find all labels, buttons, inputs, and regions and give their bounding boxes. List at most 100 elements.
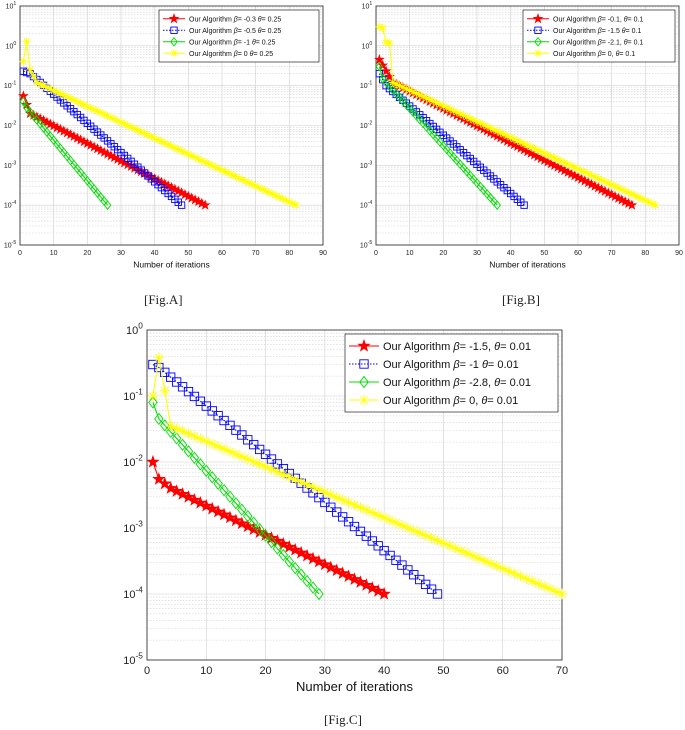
data-point: [520, 139, 529, 148]
legend-box: [158, 9, 320, 63]
data-point: [195, 458, 206, 471]
data-point: [207, 161, 216, 170]
data-point: [177, 201, 186, 209]
data-point: [308, 581, 318, 594]
data-point: [276, 537, 291, 550]
data-point: [367, 507, 378, 518]
data-point: [123, 121, 132, 130]
data-point: [301, 479, 313, 490]
data-point: [171, 377, 182, 387]
data-point: [506, 133, 515, 142]
data-point: [159, 385, 171, 397]
y-tick-label: 10-3: [360, 160, 373, 170]
data-point: [148, 359, 158, 370]
data-point: [651, 201, 660, 210]
data-point: [264, 531, 279, 544]
series-3: [148, 396, 324, 601]
data-point: [435, 100, 444, 109]
data-point: [473, 553, 485, 564]
data-point: [184, 150, 193, 159]
data-point: [355, 502, 366, 513]
data-point: [140, 129, 149, 138]
data-point: [166, 372, 176, 382]
data-point: [225, 490, 235, 503]
x-tick-label: 60: [218, 250, 226, 257]
data-point: [113, 116, 122, 125]
data-point: [397, 560, 407, 570]
data-point: [590, 172, 599, 181]
data-point: [319, 486, 331, 498]
axes-box: [19, 5, 324, 246]
data-point: [260, 449, 271, 459]
data-point: [231, 497, 241, 510]
legend-label: Our Algorithm β= -0.3 θ= 0.25: [189, 16, 281, 23]
data-point: [384, 514, 396, 526]
data-point: [207, 406, 217, 416]
data-point: [326, 502, 336, 512]
data-point: [187, 493, 202, 506]
data-point: [189, 431, 200, 442]
data-point: [224, 169, 233, 178]
data-point: [378, 512, 390, 523]
data-point: [272, 466, 283, 478]
legend-label: Our Algorithm β= 0, θ= 0.01: [383, 395, 518, 407]
data-point: [353, 575, 368, 588]
data-point: [533, 146, 542, 155]
data-point: [213, 411, 223, 421]
legend: Our Algorithm β= -1.5, θ= 0.01 Our Algori…: [344, 333, 559, 413]
data-point: [235, 516, 249, 530]
data-point: [238, 175, 247, 184]
data-point: [419, 92, 428, 101]
x-tick-label: 70: [608, 250, 616, 257]
y-tick-label: 10-5: [360, 240, 373, 250]
data-point: [237, 430, 247, 440]
data-point: [556, 588, 568, 600]
y-tick-label: 10-4: [360, 200, 373, 210]
data-point: [373, 53, 385, 65]
data-point: [96, 108, 105, 117]
data-point: [254, 459, 265, 470]
data-point: [260, 529, 271, 542]
data-point: [296, 568, 306, 581]
data-point: [278, 548, 289, 562]
data-point: [195, 433, 206, 445]
data-point: [153, 352, 165, 363]
data-point: [22, 37, 31, 46]
data-point: [171, 432, 182, 445]
data-point: [170, 143, 179, 152]
data-point: [268, 190, 277, 199]
data-point: [211, 504, 225, 518]
data-point: [244, 178, 253, 187]
data-point: [243, 509, 253, 523]
data-point: [467, 550, 479, 562]
data-point: [231, 425, 241, 435]
data-point: [183, 445, 194, 458]
data-point: [438, 537, 449, 549]
series-4: [19, 37, 301, 210]
data-point: [175, 487, 190, 500]
x-tick-label: 0: [144, 665, 150, 677]
data-point: [103, 111, 112, 120]
data-point: [405, 86, 414, 95]
data-point: [290, 561, 300, 575]
data-point: [379, 545, 389, 556]
x-axis-label: Number of iterations: [489, 260, 566, 270]
data-point: [199, 199, 211, 210]
data-point: [59, 91, 68, 100]
data-point: [624, 188, 633, 197]
data-point: [385, 550, 395, 561]
legend-marker: [534, 49, 542, 58]
data-point: [49, 86, 58, 95]
y-tick-label: 10-1: [123, 387, 143, 403]
x-tick-label: 50: [540, 250, 548, 257]
data-point: [479, 120, 488, 129]
x-tick-label: 70: [556, 665, 568, 677]
data-point: [160, 139, 169, 148]
data-point: [260, 461, 271, 473]
x-tick-label: 80: [641, 250, 649, 257]
data-point: [614, 183, 623, 192]
data-point: [574, 164, 582, 173]
data-point: [503, 565, 514, 577]
data-point: [265, 188, 274, 197]
data-point: [189, 451, 200, 464]
